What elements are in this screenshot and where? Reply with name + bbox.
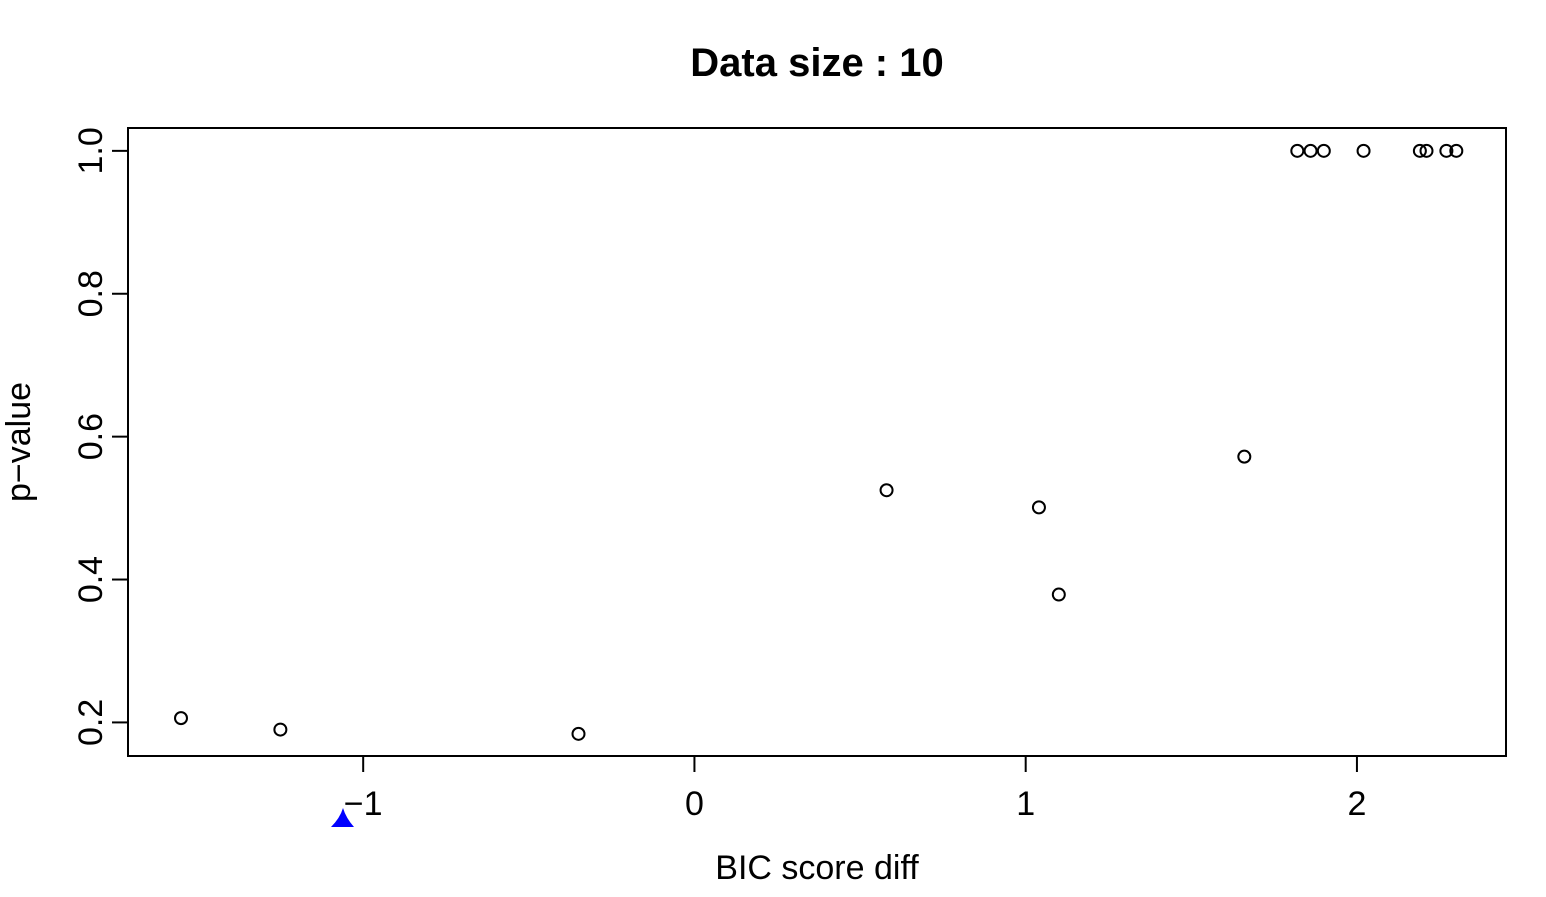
chart-title: Data size : 10 [690, 41, 943, 85]
y-tick-label: 0.6 [72, 413, 110, 460]
y-axis: 0.2 0.4 0.6 0.8 1.0 [72, 127, 129, 746]
y-tick-label: 0.2 [72, 699, 110, 746]
data-point [1303, 143, 1318, 158]
y-tick-label: 1.0 [72, 127, 110, 174]
data-point [273, 722, 288, 737]
data-point [1316, 143, 1331, 158]
data-points [174, 143, 1464, 741]
x-tick-label: 0 [685, 785, 704, 823]
x-axis: −1 0 1 2 [344, 755, 1366, 823]
x-axis-label: BIC score diff [715, 849, 919, 887]
data-point [1290, 143, 1305, 158]
y-tick-label: 0.8 [72, 270, 110, 317]
data-point [1419, 143, 1434, 158]
data-point [1356, 143, 1371, 158]
data-point [1237, 449, 1252, 464]
y-axis-label: p−value [0, 382, 38, 502]
data-point [1439, 143, 1454, 158]
y-tick-label: 0.4 [72, 556, 110, 603]
data-point [1449, 143, 1464, 158]
x-tick-label: −1 [344, 785, 383, 823]
data-point [571, 726, 586, 741]
data-point [1031, 500, 1046, 515]
plot-frame [127, 127, 1507, 757]
x-tick-label: 1 [1016, 785, 1035, 823]
x-tick-label: 2 [1347, 785, 1366, 823]
data-point [879, 483, 894, 498]
cursor-marker-icon [331, 808, 354, 827]
data-point [1412, 143, 1427, 158]
data-point [1051, 587, 1066, 602]
data-point [174, 711, 188, 726]
